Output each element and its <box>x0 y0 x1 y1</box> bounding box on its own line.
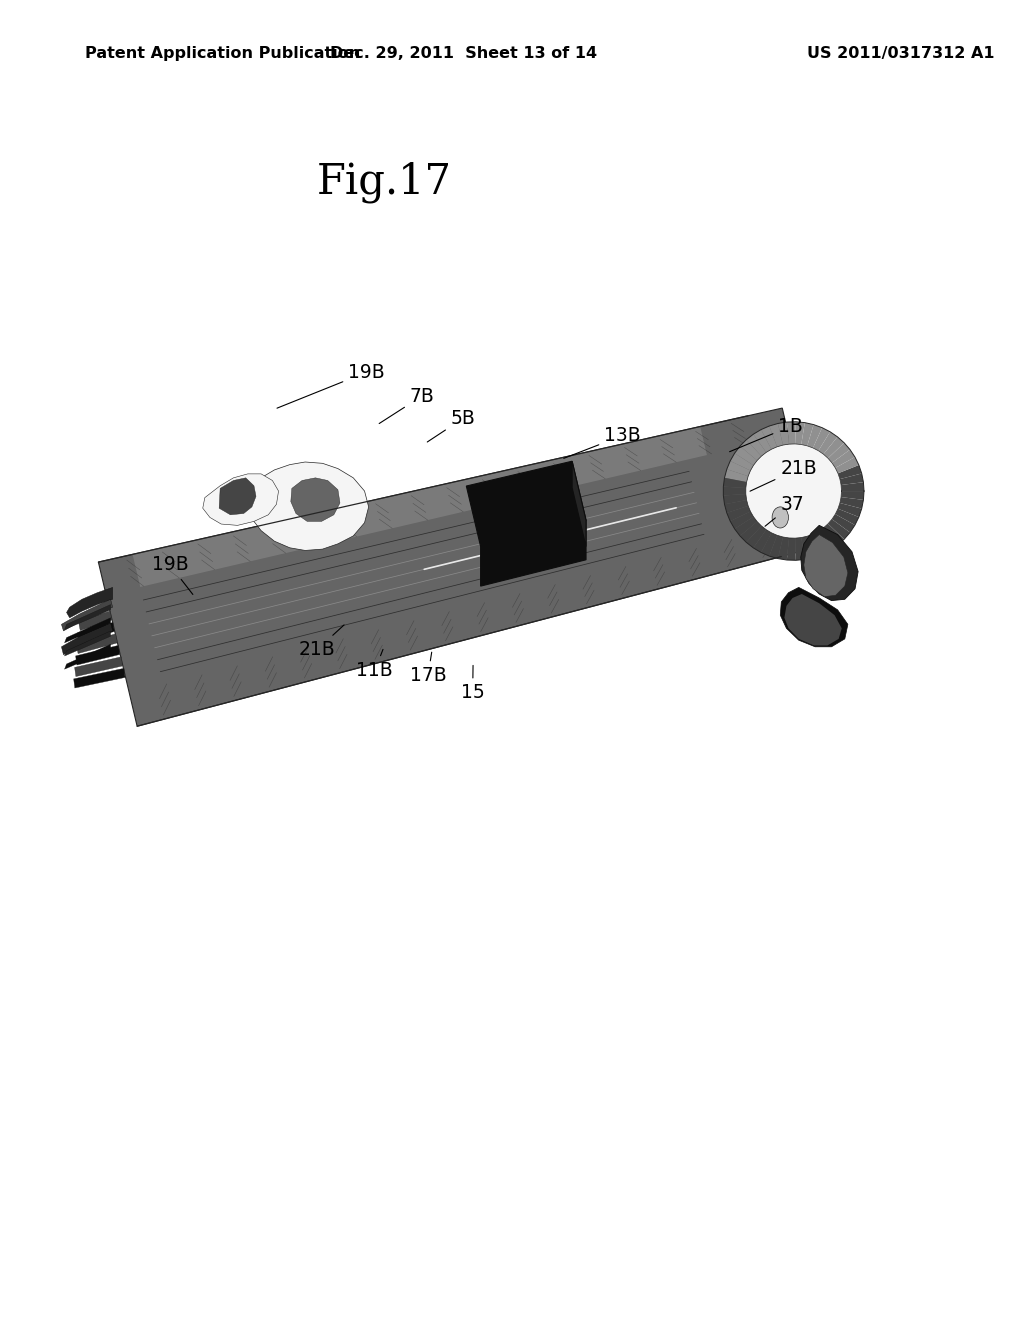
Polygon shape <box>248 462 369 550</box>
Text: 37: 37 <box>765 495 804 527</box>
Polygon shape <box>795 422 805 445</box>
Text: 19B: 19B <box>278 363 385 408</box>
Text: 5B: 5B <box>427 409 475 442</box>
Polygon shape <box>98 408 815 726</box>
Polygon shape <box>838 465 862 479</box>
Polygon shape <box>836 457 859 474</box>
Polygon shape <box>801 536 814 560</box>
Polygon shape <box>734 516 757 536</box>
Polygon shape <box>784 594 842 645</box>
Polygon shape <box>831 515 855 532</box>
Polygon shape <box>804 535 848 597</box>
Polygon shape <box>74 668 125 688</box>
Polygon shape <box>823 524 844 545</box>
Polygon shape <box>61 623 113 655</box>
Polygon shape <box>840 474 863 484</box>
Polygon shape <box>723 487 745 495</box>
Polygon shape <box>725 469 749 482</box>
Polygon shape <box>65 644 111 669</box>
Polygon shape <box>723 494 746 504</box>
Polygon shape <box>740 440 762 461</box>
Polygon shape <box>65 631 111 656</box>
Polygon shape <box>75 657 123 677</box>
Polygon shape <box>203 474 279 525</box>
Text: 1B: 1B <box>730 417 803 451</box>
Text: 7B: 7B <box>379 387 434 424</box>
Polygon shape <box>480 520 586 586</box>
Polygon shape <box>807 535 822 557</box>
Polygon shape <box>65 605 111 630</box>
Polygon shape <box>740 521 762 543</box>
Polygon shape <box>77 634 117 653</box>
Polygon shape <box>807 425 822 447</box>
Polygon shape <box>754 429 771 453</box>
Polygon shape <box>836 508 859 525</box>
Polygon shape <box>219 478 256 515</box>
Polygon shape <box>831 450 855 467</box>
Polygon shape <box>572 461 586 546</box>
Polygon shape <box>754 529 771 553</box>
Polygon shape <box>778 422 790 445</box>
Polygon shape <box>778 537 790 560</box>
Polygon shape <box>761 426 777 449</box>
Polygon shape <box>76 645 120 665</box>
Polygon shape <box>828 519 850 540</box>
Polygon shape <box>746 434 766 457</box>
Polygon shape <box>132 426 707 587</box>
Polygon shape <box>801 422 814 446</box>
Polygon shape <box>841 491 864 500</box>
Polygon shape <box>795 537 805 560</box>
Text: US 2011/0317312 A1: US 2011/0317312 A1 <box>807 46 995 61</box>
Polygon shape <box>840 498 863 508</box>
Polygon shape <box>65 618 111 643</box>
Polygon shape <box>723 478 746 488</box>
Polygon shape <box>823 437 844 458</box>
Polygon shape <box>734 446 757 466</box>
Text: 19B: 19B <box>152 556 193 594</box>
Text: 21B: 21B <box>299 624 344 659</box>
Polygon shape <box>841 482 864 491</box>
Polygon shape <box>727 461 751 477</box>
Polygon shape <box>769 536 783 558</box>
Polygon shape <box>61 599 113 631</box>
Polygon shape <box>725 500 749 513</box>
Polygon shape <box>746 525 766 548</box>
Polygon shape <box>818 528 838 550</box>
Text: Dec. 29, 2011  Sheet 13 of 14: Dec. 29, 2011 Sheet 13 of 14 <box>331 46 597 61</box>
Polygon shape <box>730 453 754 471</box>
Text: 17B: 17B <box>410 652 446 685</box>
Polygon shape <box>79 611 112 631</box>
Text: 13B: 13B <box>564 426 641 458</box>
Polygon shape <box>801 525 858 601</box>
Polygon shape <box>769 424 783 446</box>
Polygon shape <box>818 432 838 454</box>
Polygon shape <box>291 478 340 521</box>
Polygon shape <box>730 511 754 529</box>
Polygon shape <box>786 539 796 560</box>
Polygon shape <box>466 461 586 546</box>
Polygon shape <box>813 428 830 450</box>
Circle shape <box>772 507 788 528</box>
Polygon shape <box>838 503 862 517</box>
Text: 21B: 21B <box>750 459 817 491</box>
Polygon shape <box>780 587 848 647</box>
Text: 15: 15 <box>461 665 484 702</box>
Text: Fig.17: Fig.17 <box>316 161 452 203</box>
Polygon shape <box>761 533 777 556</box>
Polygon shape <box>745 444 842 539</box>
Polygon shape <box>828 442 850 463</box>
Polygon shape <box>78 623 115 642</box>
Text: 11B: 11B <box>356 649 393 680</box>
Polygon shape <box>813 532 830 554</box>
Polygon shape <box>786 422 796 444</box>
Text: Patent Application Publication: Patent Application Publication <box>85 46 360 61</box>
Polygon shape <box>67 587 113 618</box>
Polygon shape <box>727 506 751 521</box>
